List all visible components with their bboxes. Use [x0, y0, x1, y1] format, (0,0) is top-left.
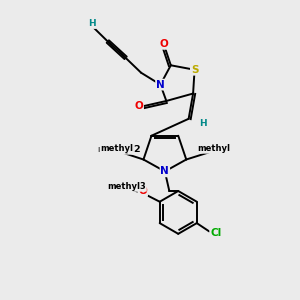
Text: N: N [156, 80, 165, 90]
Text: H: H [199, 119, 207, 128]
Text: H: H [88, 19, 96, 28]
Text: methyl: methyl [100, 144, 133, 153]
Text: S: S [191, 65, 198, 75]
Text: methyl3: methyl3 [107, 182, 146, 191]
Text: Cl: Cl [210, 228, 221, 238]
Text: O: O [138, 186, 147, 196]
Text: N: N [160, 167, 169, 176]
Text: O: O [160, 39, 169, 49]
Text: methyl2: methyl2 [98, 145, 141, 154]
Text: O: O [134, 101, 143, 111]
Text: methyl: methyl [197, 144, 230, 153]
Text: methyl: methyl [118, 149, 123, 151]
